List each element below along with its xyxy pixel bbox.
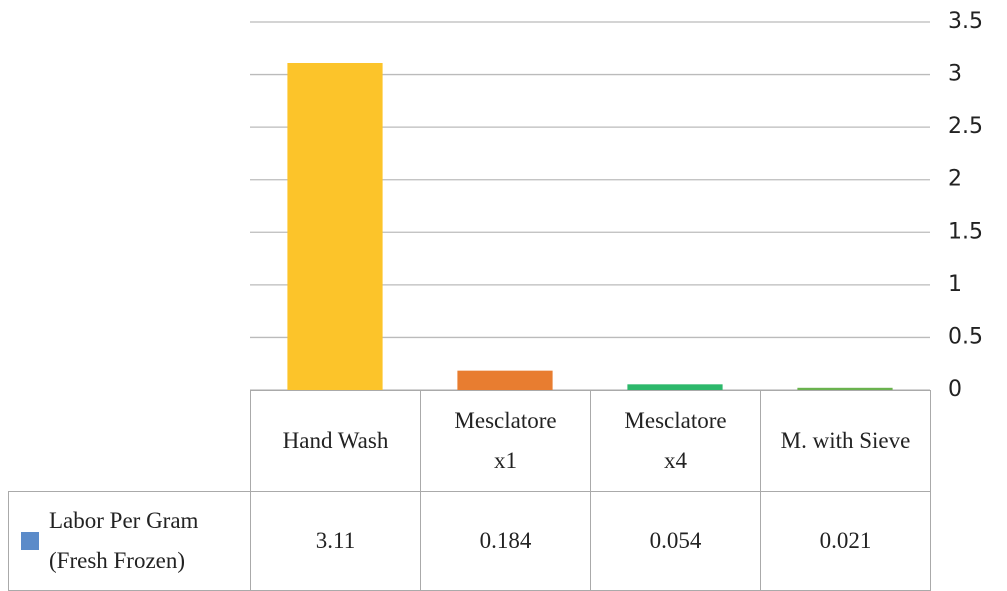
y-tick-label: 2	[948, 167, 962, 192]
table-header-cell: Hand Wash	[250, 390, 421, 492]
table-value-cell: 0.054	[590, 491, 761, 591]
table-header-cell: M. with Sieve	[760, 390, 931, 492]
table-value-cell: 0.184	[420, 491, 591, 591]
y-tick-label: 3	[948, 62, 962, 87]
bar	[287, 63, 383, 391]
table-value-cell: 3.11	[250, 491, 421, 591]
legend-key	[21, 532, 39, 550]
table-value-cell: 0.021	[760, 491, 931, 591]
table-header-cell: Mesclatore x4	[590, 390, 761, 492]
y-tick-label: 3.5	[948, 9, 983, 34]
data-value: 0.184	[479, 528, 532, 553]
x-tick-label: Hand Wash	[282, 428, 389, 453]
x-tick-label: Mesclatore x4	[624, 408, 727, 473]
y-tick-label: 0	[948, 377, 962, 402]
bar	[457, 370, 553, 390]
y-tick-label: 2.5	[948, 114, 983, 139]
legend-label: Labor Per Gram (Fresh Frozen)	[49, 508, 199, 573]
y-tick-label: 1	[948, 272, 962, 297]
bar	[627, 384, 723, 390]
bar	[797, 387, 893, 390]
x-tick-label: Mesclatore x1	[454, 408, 557, 473]
x-tick-label: M. with Sieve	[780, 428, 911, 453]
table-header-cell: Mesclatore x1	[420, 390, 591, 492]
y-tick-label: 0.5	[948, 324, 983, 349]
y-tick-label: 1.5	[948, 219, 983, 244]
data-value: 0.054	[649, 528, 702, 553]
data-value: 0.021	[819, 528, 872, 553]
data-value: 3.11	[315, 528, 356, 553]
legend-cell: Labor Per Gram (Fresh Frozen)	[8, 491, 251, 591]
